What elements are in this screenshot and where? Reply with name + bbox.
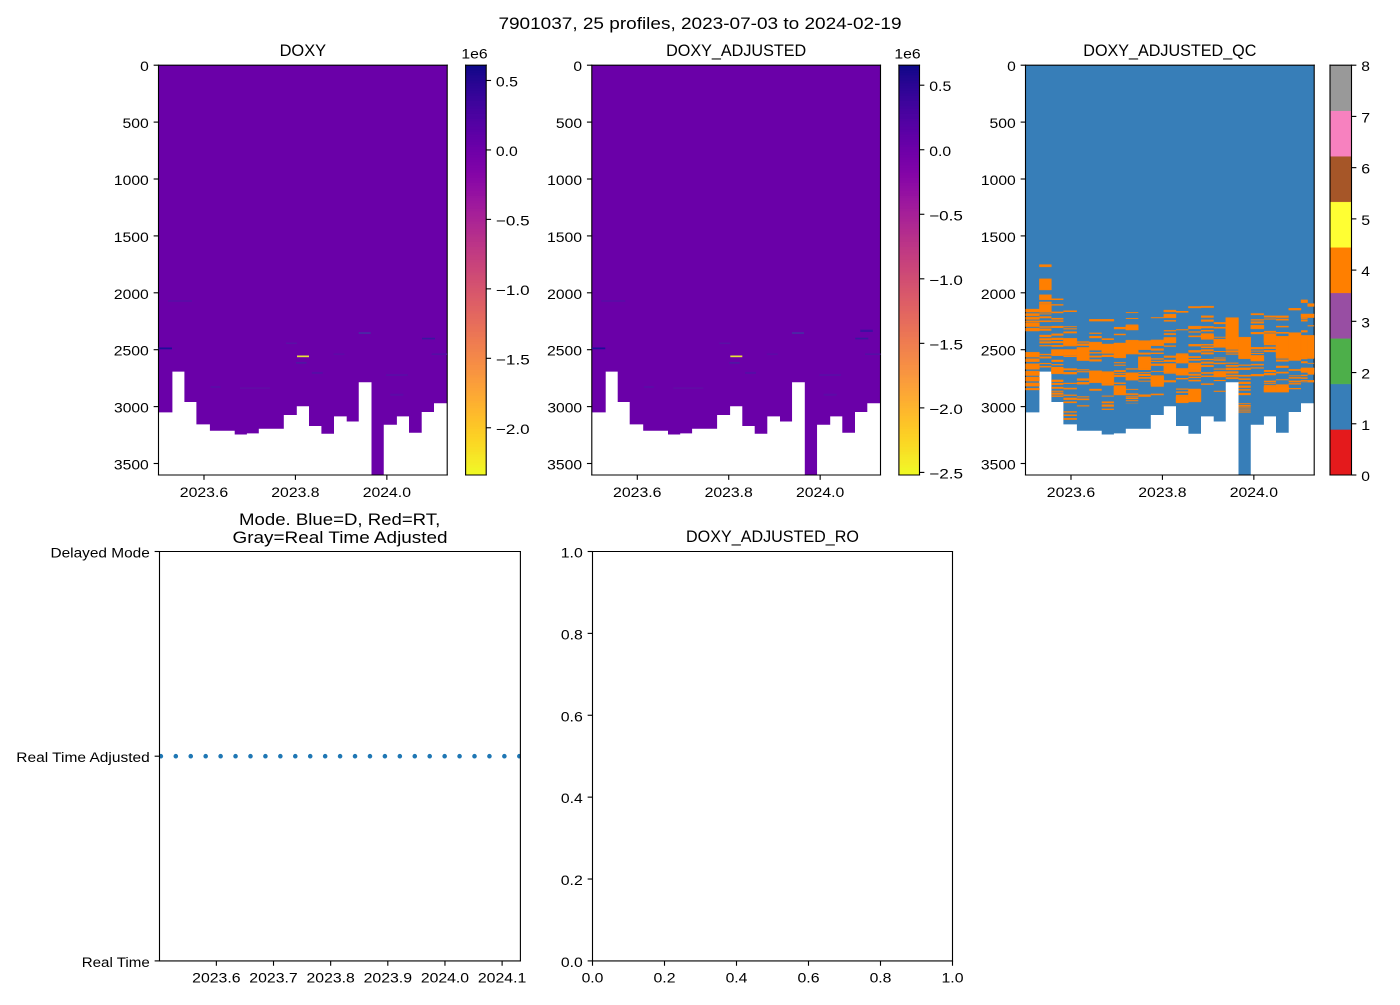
svg-text:−2.5: −2.5 <box>929 465 963 481</box>
svg-text:0: 0 <box>573 58 582 74</box>
svg-text:0.4: 0.4 <box>561 790 583 806</box>
svg-text:2023.8: 2023.8 <box>1138 484 1187 500</box>
svg-text:0.2: 0.2 <box>653 970 675 986</box>
svg-text:2023.6: 2023.6 <box>613 484 662 500</box>
svg-text:0.5: 0.5 <box>929 78 951 94</box>
svg-text:3500: 3500 <box>547 457 582 473</box>
svg-text:0.4: 0.4 <box>726 970 748 986</box>
svg-text:3000: 3000 <box>981 400 1016 416</box>
svg-text:0: 0 <box>140 58 149 74</box>
svg-text:2000: 2000 <box>114 286 149 302</box>
svg-text:2: 2 <box>1361 366 1370 382</box>
svg-text:DOXY_ADJUSTED_RO: DOXY_ADJUSTED_RO <box>686 527 859 546</box>
svg-text:2023.9: 2023.9 <box>364 970 413 986</box>
svg-text:3500: 3500 <box>114 457 149 473</box>
svg-text:8: 8 <box>1361 58 1370 74</box>
svg-text:Real Time Adjusted: Real Time Adjusted <box>16 749 150 765</box>
svg-text:5: 5 <box>1361 212 1370 228</box>
svg-text:DOXY_ADJUSTED_QC: DOXY_ADJUSTED_QC <box>1083 41 1256 60</box>
svg-text:2000: 2000 <box>981 286 1016 302</box>
svg-text:0.0: 0.0 <box>561 954 583 970</box>
svg-text:2023.8: 2023.8 <box>307 970 356 986</box>
svg-text:3500: 3500 <box>981 457 1016 473</box>
svg-text:500: 500 <box>990 115 1017 131</box>
svg-text:−2.0: −2.0 <box>929 401 963 417</box>
svg-text:3000: 3000 <box>114 400 149 416</box>
svg-text:2500: 2500 <box>114 343 149 359</box>
svg-text:7: 7 <box>1361 109 1370 125</box>
svg-text:0: 0 <box>1007 58 1016 74</box>
svg-text:DOXY: DOXY <box>280 41 327 60</box>
svg-text:−0.5: −0.5 <box>496 212 530 228</box>
svg-text:1500: 1500 <box>547 229 582 245</box>
svg-text:DOXY_ADJUSTED: DOXY_ADJUSTED <box>666 41 806 60</box>
svg-text:2023.8: 2023.8 <box>271 484 320 500</box>
svg-text:2024.0: 2024.0 <box>796 484 845 500</box>
svg-text:0: 0 <box>1361 468 1370 484</box>
svg-text:Real Time: Real Time <box>82 954 150 970</box>
svg-text:1000: 1000 <box>114 172 149 188</box>
svg-text:0.0: 0.0 <box>496 143 518 159</box>
svg-text:1000: 1000 <box>547 172 582 188</box>
svg-text:1500: 1500 <box>114 229 149 245</box>
svg-text:0.0: 0.0 <box>582 970 604 986</box>
svg-text:2024.1: 2024.1 <box>478 970 527 986</box>
svg-text:1: 1 <box>1361 417 1370 433</box>
svg-text:2023.7: 2023.7 <box>249 970 298 986</box>
svg-text:1.0: 1.0 <box>941 970 963 986</box>
svg-text:0.8: 0.8 <box>870 970 892 986</box>
svg-text:2023.6: 2023.6 <box>1047 484 1096 500</box>
svg-text:Delayed Mode: Delayed Mode <box>50 545 150 561</box>
svg-text:−2.0: −2.0 <box>496 421 530 437</box>
svg-text:0.2: 0.2 <box>561 872 583 888</box>
svg-text:6: 6 <box>1361 161 1370 177</box>
svg-text:1000: 1000 <box>981 172 1016 188</box>
svg-text:2024.0: 2024.0 <box>363 484 412 500</box>
svg-text:0.5: 0.5 <box>496 74 518 90</box>
svg-text:−0.5: −0.5 <box>929 207 963 223</box>
svg-text:1500: 1500 <box>981 229 1016 245</box>
svg-text:2500: 2500 <box>981 343 1016 359</box>
svg-text:−1.0: −1.0 <box>929 272 963 288</box>
svg-text:−1.5: −1.5 <box>496 351 530 367</box>
svg-text:2023.6: 2023.6 <box>180 484 229 500</box>
svg-text:2024.0: 2024.0 <box>421 970 470 986</box>
svg-text:Gray=Real Time Adjusted: Gray=Real Time Adjusted <box>232 528 447 547</box>
svg-text:7901037, 25 profiles, 2023-07-: 7901037, 25 profiles, 2023-07-03 to 2024… <box>498 14 901 33</box>
svg-text:500: 500 <box>556 115 583 131</box>
svg-text:3: 3 <box>1361 314 1370 330</box>
svg-text:2000: 2000 <box>547 286 582 302</box>
svg-text:−1.5: −1.5 <box>929 336 963 352</box>
svg-text:2500: 2500 <box>547 343 582 359</box>
svg-text:0.6: 0.6 <box>797 970 819 986</box>
svg-text:3000: 3000 <box>547 400 582 416</box>
svg-text:2023.8: 2023.8 <box>705 484 754 500</box>
svg-text:Mode. Blue=D, Red=RT,: Mode. Blue=D, Red=RT, <box>239 510 440 529</box>
svg-text:0.8: 0.8 <box>561 626 583 642</box>
svg-text:−1.0: −1.0 <box>496 282 530 298</box>
svg-text:0.6: 0.6 <box>561 708 583 724</box>
svg-text:1e6: 1e6 <box>894 46 921 62</box>
svg-text:2024.0: 2024.0 <box>1230 484 1279 500</box>
svg-text:1.0: 1.0 <box>561 545 583 561</box>
svg-text:4: 4 <box>1361 263 1370 279</box>
svg-text:1e6: 1e6 <box>461 46 488 62</box>
svg-text:2023.6: 2023.6 <box>192 970 241 986</box>
svg-text:0.0: 0.0 <box>929 143 951 159</box>
svg-text:500: 500 <box>123 115 150 131</box>
